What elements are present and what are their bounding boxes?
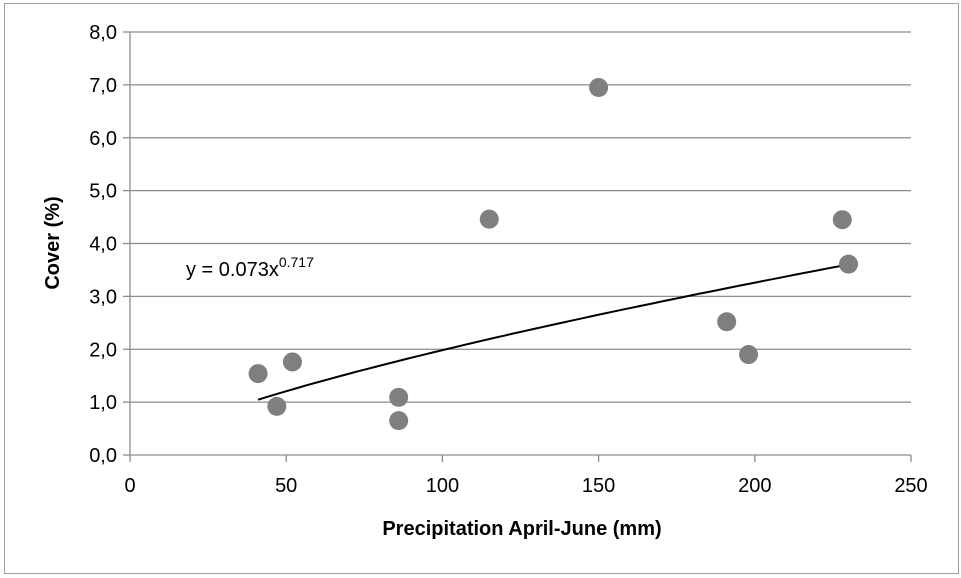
y-tick-labels: 0,0 1,0 2,0 3,0 4,0 5,0 6,0 7,0 8,0 [89, 22, 117, 467]
data-point [832, 210, 852, 230]
data-point [479, 209, 499, 229]
y-tick-label: 6,0 [89, 128, 117, 150]
trendline [257, 263, 849, 401]
y-axis-title: Cover (%) [42, 196, 64, 289]
gridlines [123, 31, 911, 456]
trendline-equation-exponent: 0.717 [279, 254, 314, 270]
x-tick-label: 100 [426, 475, 459, 497]
data-point [589, 78, 609, 98]
x-axis-title: Precipitation April-June (mm) [382, 518, 661, 540]
data-point [389, 387, 409, 407]
x-tick-label: 200 [738, 475, 771, 497]
y-tick-label: 2,0 [89, 339, 117, 361]
y-tick-label: 8,0 [89, 22, 117, 44]
chart-frame [4, 3, 959, 574]
y-tick-label: 7,0 [89, 75, 117, 97]
trendline-group [257, 263, 849, 401]
trendline-equation-base: y = 0.073x [186, 259, 279, 281]
data-point [717, 312, 737, 332]
data-point [267, 396, 287, 416]
data-point [282, 352, 302, 372]
x-tick-label: 50 [275, 475, 297, 497]
y-tick-label: 1,0 [89, 392, 117, 414]
x-tick-label: 150 [582, 475, 615, 497]
y-tick-label: 0,0 [89, 445, 117, 467]
data-point [839, 254, 859, 274]
y-tick-label: 3,0 [89, 286, 117, 308]
axes [129, 32, 911, 456]
data-point [248, 364, 268, 384]
data-points [248, 78, 859, 431]
y-tick-label: 4,0 [89, 234, 117, 256]
x-tick-label: 250 [894, 475, 927, 497]
x-tick-labels: 0 50 100 150 200 250 [124, 455, 928, 497]
y-tick-label: 5,0 [89, 181, 117, 203]
data-point [739, 345, 759, 365]
x-tick-label: 0 [124, 475, 135, 497]
trendline-equation: y = 0.073x0.717 [186, 254, 314, 281]
data-point [389, 411, 409, 431]
